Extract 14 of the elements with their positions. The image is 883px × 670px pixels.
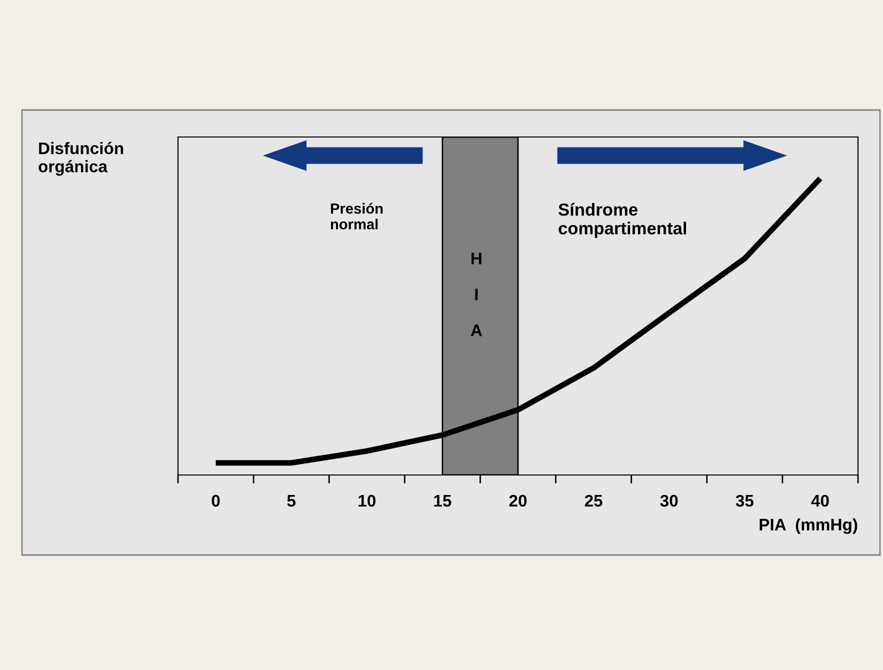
x-tick-label: 20 [509, 494, 527, 507]
x-tick-label: 40 [811, 494, 829, 507]
x-tick-label: 5 [287, 495, 296, 507]
x-tick-label: 30 [660, 494, 678, 507]
y-axis-title: Disfunción orgánica [38, 142, 124, 176]
x-tick-label: 0 [212, 494, 220, 507]
annotation: Síndrome compartimental [558, 202, 686, 238]
x-axis-title: PIA (mmHg) [760, 518, 858, 534]
text: H I A [470, 252, 482, 336]
x-tick-label: 15 [434, 495, 452, 507]
x-tick-label: 25 [584, 494, 602, 507]
annotation: Presión normal [330, 202, 383, 230]
x-tick-label: 10 [358, 494, 376, 507]
x-tick-label: 35 [736, 494, 754, 507]
